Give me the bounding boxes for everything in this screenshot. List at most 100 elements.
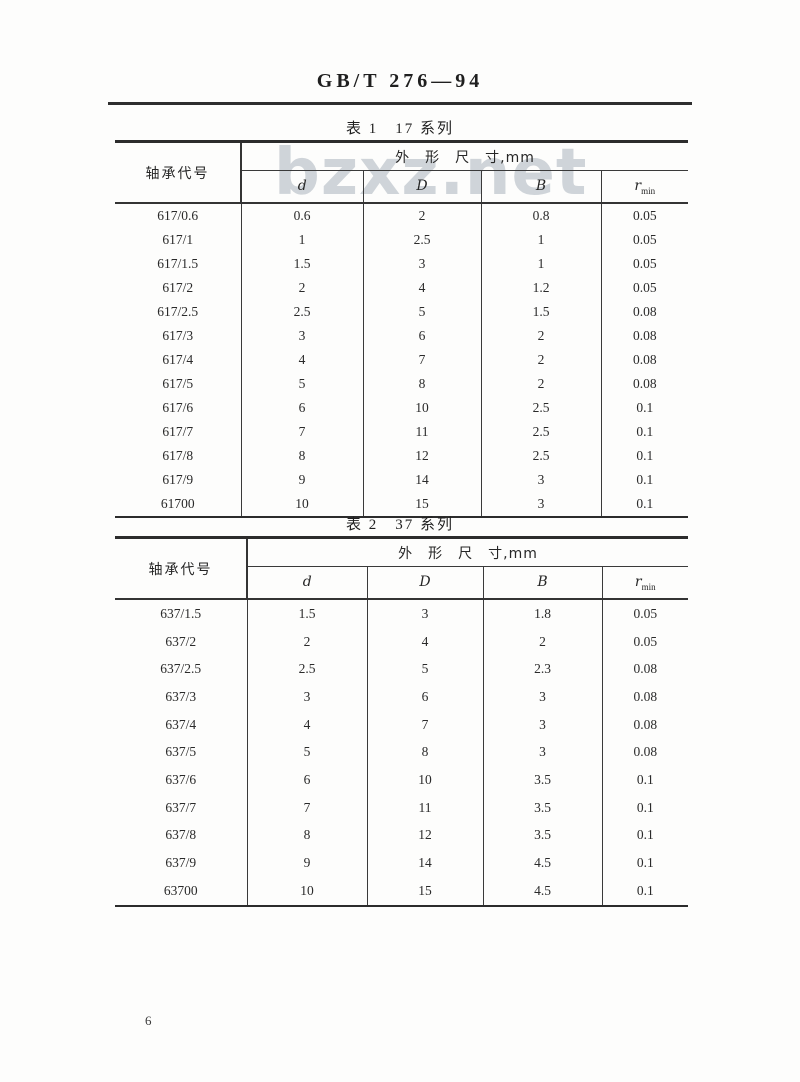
dimension-value-cell: 0.08 <box>633 661 658 677</box>
dimension-value-cell: 1.8 <box>483 599 603 628</box>
dimension-value-cell: 7 <box>247 793 368 822</box>
table-row: 61700 10 15 3 0.1 <box>115 492 688 517</box>
dimension-value-cell: 3 <box>481 468 602 492</box>
dimension-value-cell: 1.2 <box>481 276 602 300</box>
bearing-code-cell: 637/3 <box>115 683 248 711</box>
bearing-code-cell: 617/1.5 <box>115 252 242 276</box>
dimension-value-cell: 0.1 <box>636 448 654 463</box>
table2-title: 表 2 37 系列 <box>345 517 454 533</box>
dimension-value-cell: 0.05 <box>632 232 657 247</box>
header-rule <box>108 102 692 105</box>
bearing-code-cell: 617/2 <box>115 276 242 300</box>
column-group-dimensions: 外 形 尺 寸,mm <box>247 537 689 567</box>
dimension-value-cell: 2.5 <box>481 396 602 420</box>
dimension-value-cell: 7 <box>363 348 482 372</box>
column-header-bearing-code: 轴承代号 <box>115 141 242 204</box>
column-header-B: B <box>481 170 602 204</box>
dimension-value-cell: 6 <box>247 766 368 794</box>
bearing-code-cell: 637/5 <box>115 738 248 767</box>
dimension-value-cell: 12 <box>363 444 482 468</box>
dimension-value-cell: 4 <box>363 276 482 300</box>
dimension-value-cell: 8 <box>363 372 482 396</box>
table-row: 637/6 6 10 3.5 0.1 <box>115 766 688 794</box>
table-row: 637/2.5 2.5 5 2.3 0.08 <box>115 655 688 684</box>
dimension-value-cell: 0.1 <box>636 472 654 487</box>
dimension-value-cell: 4 <box>367 627 484 656</box>
dimension-value-cell: 1 <box>481 252 602 276</box>
bearing-code-cell: 63700 <box>115 876 248 906</box>
dimension-value-cell: 4 <box>241 348 364 372</box>
table-row: 617/8 8 12 2.5 0.1 <box>115 444 688 468</box>
dimension-value-cell: 0.1 <box>636 400 654 415</box>
bearing-code-cell: 617/8 <box>115 444 242 468</box>
table-row: 617/5 5 8 2 0.08 <box>115 372 688 396</box>
dimension-value-cell: 12 <box>367 821 484 850</box>
bearing-code-cell: 637/8 <box>115 821 248 850</box>
dimension-value-cell: 0.1 <box>636 424 654 439</box>
column-header-D: D <box>363 170 482 204</box>
column-header-bearing-code: 轴承代号 <box>115 537 248 600</box>
bearing-code-cell: 617/5 <box>115 372 242 396</box>
bearing-code-cell: 637/1.5 <box>115 599 248 628</box>
bearing-code-cell: 617/3 <box>115 324 242 348</box>
table2-dimensions: 轴承代号 外 形 尺 寸,mm d D B rmin 637/1.5 1.5 3 1.… <box>115 536 689 907</box>
dimension-value-cell: 0.08 <box>633 744 658 760</box>
dimension-value-cell: 2.5 <box>481 444 602 468</box>
table2-body: 637/1.5 1.5 3 1.8 0.05 637/2 2 4 2 0.05 637/2.5 2.5… <box>115 599 688 906</box>
table-row: 617/1 1 2.5 1 0.05 <box>115 228 688 252</box>
page-number: 6 <box>145 1013 152 1028</box>
dimension-value-cell: 3 <box>481 492 602 517</box>
dimension-value-cell: 0.05 <box>632 208 657 223</box>
dimension-value-cell: 2 <box>481 372 602 396</box>
dimension-value-cell: 3.5 <box>483 821 603 850</box>
bearing-code-cell: 637/9 <box>115 849 248 877</box>
dimension-value-cell: 15 <box>367 876 484 906</box>
dimension-value-cell: 0.1 <box>636 771 654 787</box>
column-group-dimensions: 外 形 尺 寸,mm <box>241 141 689 171</box>
dimension-value-cell: 5 <box>363 300 482 324</box>
dimension-value-cell: 7 <box>367 710 484 739</box>
standard-number: GB/T 276—94 <box>316 70 484 92</box>
dimension-value-cell: 0.08 <box>632 328 657 343</box>
table-row: 637/3 3 6 3 0.08 <box>115 683 688 711</box>
dimension-value-cell: 3.5 <box>483 766 603 794</box>
table-row: 617/3 3 6 2 0.08 <box>115 324 688 348</box>
dimension-value-cell: 5 <box>241 372 364 396</box>
dimension-value-cell: 10 <box>363 396 482 420</box>
dimension-value-cell: 0.05 <box>632 280 657 295</box>
dimension-value-cell: 3 <box>363 252 482 276</box>
column-header-D: D <box>367 566 484 600</box>
dimension-value-cell: 3 <box>483 738 603 767</box>
table-row: 617/6 6 10 2.5 0.1 <box>115 396 688 420</box>
table-row: 637/2 2 4 2 0.05 <box>115 627 688 656</box>
dimension-value-cell: 2.5 <box>363 228 482 252</box>
dimension-value-cell: 2 <box>363 203 482 228</box>
dimension-value-cell: 4.5 <box>483 876 603 906</box>
table1-dimensions: 轴承代号 外 形 尺 寸,mm d D B rmin 617/0.6 0.6 2 0.… <box>115 140 689 518</box>
dimension-value-cell: 3 <box>247 683 368 711</box>
dimension-value-cell: 14 <box>367 849 484 877</box>
table1-title: 表 1 17 系列 <box>345 121 454 137</box>
bearing-code-cell: 617/4 <box>115 348 242 372</box>
dimension-value-cell: 0.08 <box>633 688 658 704</box>
dimension-value-cell: 2.5 <box>241 300 364 324</box>
dimension-value-cell: 2.5 <box>481 420 602 444</box>
bearing-code-cell: 617/1 <box>115 228 242 252</box>
table-row: 617/4 4 7 2 0.08 <box>115 348 688 372</box>
table-row: 637/9 9 14 4.5 0.1 <box>115 849 688 877</box>
table-row: 637/7 7 11 3.5 0.1 <box>115 793 688 822</box>
dimension-value-cell: 4.5 <box>483 849 603 877</box>
table-row: 637/4 4 7 3 0.08 <box>115 710 688 739</box>
table-row: 637/1.5 1.5 3 1.8 0.05 <box>115 599 688 628</box>
dimension-value-cell: 6 <box>363 324 482 348</box>
bearing-code-cell: 617/7 <box>115 420 242 444</box>
dimension-value-cell: 0.6 <box>241 203 364 228</box>
dimension-value-cell: 0.08 <box>632 304 657 319</box>
dimension-value-cell: 0.8 <box>481 203 602 228</box>
dimension-value-cell: 1.5 <box>247 599 368 628</box>
dimension-value-cell: 1.5 <box>241 252 364 276</box>
dimension-value-cell: 9 <box>247 849 368 877</box>
dimension-value-cell: 0.1 <box>636 855 654 871</box>
dimension-value-cell: 5 <box>367 655 484 684</box>
dimension-value-cell: 10 <box>367 766 484 794</box>
